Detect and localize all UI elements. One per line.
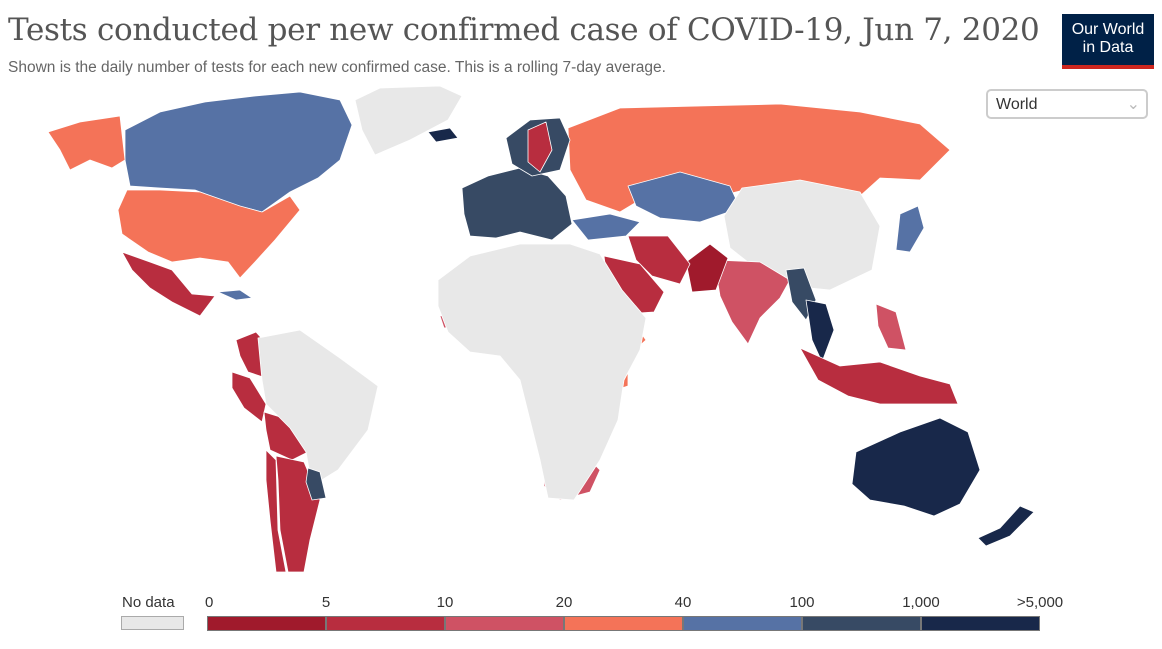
- legend-bin-4[interactable]: [683, 616, 802, 631]
- region-united-states[interactable]: [117, 189, 301, 279]
- region-new-zealand[interactable]: [977, 505, 1035, 547]
- region-greenland[interactable]: [354, 85, 463, 156]
- owid-logo[interactable]: Our World in Data: [1062, 14, 1154, 69]
- region-sweden[interactable]: [527, 121, 553, 173]
- region-indonesia[interactable]: [799, 347, 959, 405]
- region-africa-other[interactable]: [437, 243, 647, 501]
- region-canada[interactable]: [124, 91, 353, 213]
- region-cuba[interactable]: [217, 289, 253, 301]
- logo-line-2: in Data: [1082, 39, 1134, 56]
- legend-tick-label: 100: [789, 594, 815, 611]
- legend-bin-5[interactable]: [802, 616, 921, 631]
- region-turkey[interactable]: [571, 213, 641, 241]
- region-western-europe[interactable]: [461, 167, 573, 241]
- chart-subtitle: Shown is the daily number of tests for e…: [8, 59, 666, 76]
- chevron-down-icon: ⌄: [1126, 96, 1140, 113]
- legend-bin-2[interactable]: [445, 616, 564, 631]
- legend-tick-label: 5: [321, 594, 331, 611]
- legend-tick-label: >5,000: [1016, 594, 1064, 611]
- region-mexico[interactable]: [121, 251, 216, 317]
- region-philippines[interactable]: [875, 303, 907, 351]
- region-india[interactable]: [713, 259, 791, 345]
- legend-tick-label: 0: [205, 594, 214, 611]
- logo-line-1: Our World: [1071, 21, 1145, 38]
- legend-no-data-label: No data: [122, 594, 175, 611]
- region-selector-value: World: [996, 96, 1038, 113]
- region-chile[interactable]: [265, 449, 287, 573]
- legend-bin-0[interactable]: [207, 616, 326, 631]
- region-iran[interactable]: [627, 235, 691, 285]
- region-australia[interactable]: [851, 417, 981, 517]
- region-japan[interactable]: [895, 205, 925, 253]
- region-alaska[interactable]: [47, 115, 126, 171]
- region-iceland[interactable]: [427, 127, 459, 143]
- logo-accent-bar: [1062, 65, 1154, 69]
- region-peru[interactable]: [231, 371, 267, 423]
- legend-tick-label: 20: [555, 594, 573, 611]
- region-brazil[interactable]: [257, 329, 379, 487]
- legend-tick-label: 40: [674, 594, 692, 611]
- region-uruguay[interactable]: [305, 467, 327, 501]
- chart-title: Tests conducted per new confirmed case o…: [8, 12, 1040, 48]
- world-map: [47, 85, 1035, 573]
- legend-tick-label: 1,000: [902, 594, 940, 611]
- legend-bin-3[interactable]: [564, 616, 683, 631]
- legend-tick-label: 10: [436, 594, 454, 611]
- legend-bin-6[interactable]: [921, 616, 1040, 631]
- region-china[interactable]: [723, 179, 881, 291]
- legend-no-data-swatch[interactable]: [121, 616, 184, 630]
- region-kazakhstan[interactable]: [627, 171, 741, 223]
- legend-bin-1[interactable]: [326, 616, 445, 631]
- region-pakistan[interactable]: [685, 243, 729, 293]
- region-selector[interactable]: World ⌄: [986, 89, 1148, 119]
- region-thailand[interactable]: [805, 299, 835, 363]
